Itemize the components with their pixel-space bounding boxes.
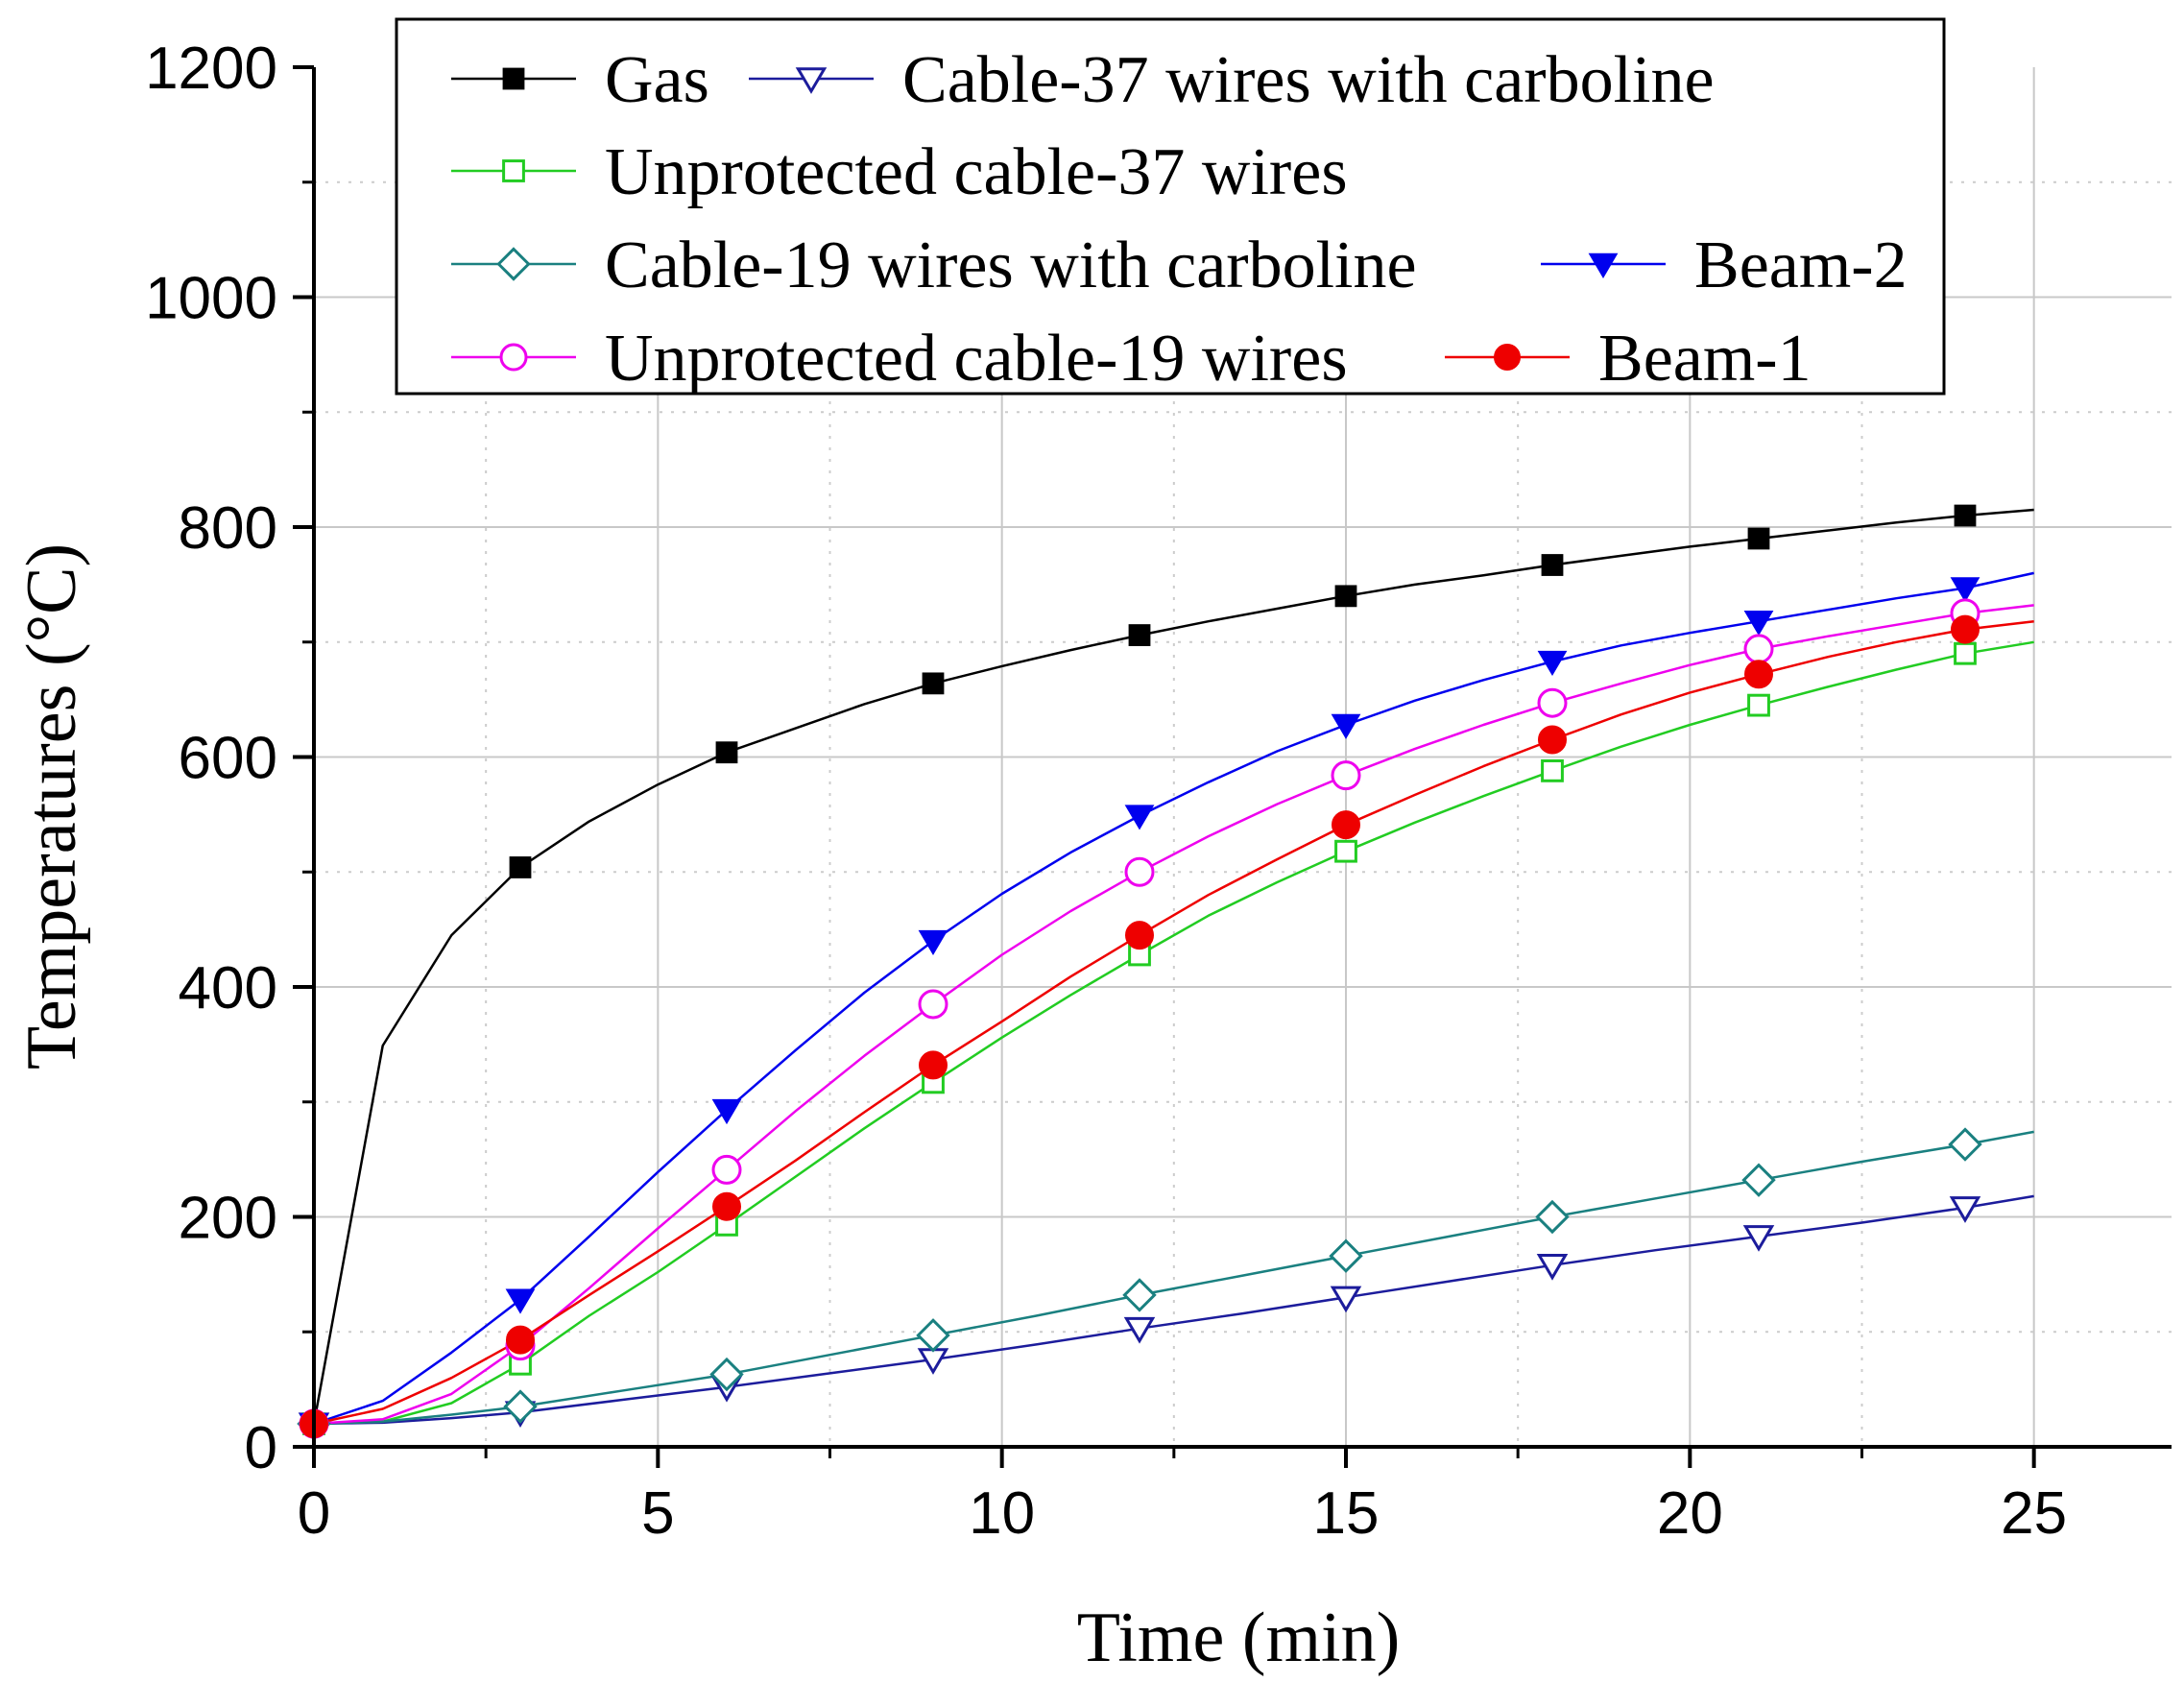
series-5-point [1950, 577, 1980, 603]
series-5-point [711, 1098, 742, 1125]
x-tick-label: 15 [1313, 1480, 1380, 1547]
series-1-point [1128, 624, 1151, 646]
series-3-point [1334, 839, 1357, 863]
series-7-point [1744, 660, 1773, 689]
legend-marker [795, 67, 828, 94]
legend-label: Beam-1 [1598, 322, 1812, 396]
series-4-point [503, 1389, 538, 1424]
series-7-point [506, 1325, 535, 1355]
series-6-point [711, 1154, 742, 1185]
y-tick-label: 1000 [145, 266, 277, 332]
series-2-point [1742, 1225, 1775, 1252]
series-7-point [1951, 614, 1980, 644]
series-6-point [1537, 687, 1568, 718]
series-5-point [1331, 713, 1361, 739]
series-7-point [1538, 725, 1567, 755]
series-5-point [1537, 650, 1568, 677]
x-axis-title: Time (min) [1077, 1599, 1400, 1677]
legend: Gas Cable-37 wires with carboline Unprotec… [395, 17, 1946, 396]
series-4-point [916, 1318, 950, 1353]
legend-marker [502, 159, 525, 182]
series-1-point [1541, 554, 1564, 576]
axes [293, 65, 2172, 1468]
series-3-point [1747, 693, 1770, 717]
legend-marker [496, 247, 531, 281]
legend-label: Beam-2 [1694, 228, 1908, 302]
legend-entry: Cable-19 wires with carboline [451, 228, 1417, 302]
series-7-markers [300, 614, 1980, 1439]
legend-marker [1494, 344, 1521, 371]
series-6-point [1743, 634, 1774, 664]
x-tick-label: 5 [641, 1480, 674, 1547]
series-1-point [509, 856, 532, 878]
series-4-point [1741, 1163, 1776, 1197]
series-1-point [922, 672, 945, 695]
x-tick-label: 25 [2001, 1480, 2067, 1547]
series-6-point [1331, 760, 1361, 791]
legend-marker [1588, 252, 1619, 278]
series-1-line [312, 508, 2034, 1425]
series-7-point [1125, 921, 1154, 950]
legend-marker [499, 343, 528, 372]
legend-entry: Unprotected cable-37 wires [451, 135, 1348, 209]
y-tick-label: 0 [245, 1415, 277, 1481]
series-5-point [1743, 610, 1774, 637]
legend-label: Cable-37 wires with carboline [902, 43, 1715, 117]
series-1-point [1747, 527, 1770, 550]
x-tick-labels: 0 5 10 15 20 25 [298, 1480, 2067, 1547]
y-tick-label: 1200 [145, 36, 277, 102]
series-7-point [919, 1050, 948, 1080]
legend-label: Cable-19 wires with carboline [605, 228, 1417, 302]
series-5-line [313, 571, 2034, 1426]
legend-entry: Unprotected cable-19 wires [451, 322, 1348, 396]
legend-entry: Beam-2 [1541, 228, 1908, 302]
series-7-point [712, 1191, 741, 1221]
series-3-point [1954, 641, 1977, 665]
series-1-point [715, 741, 738, 764]
series-6-point [1124, 856, 1155, 887]
series-3-line [313, 640, 2034, 1426]
series-1-point [1954, 504, 1977, 527]
y-tick-label: 600 [179, 726, 277, 792]
y-tick-label: 200 [179, 1186, 277, 1252]
series-4-point [1535, 1199, 1570, 1235]
x-tick-label: 0 [298, 1480, 330, 1547]
legend-marker [502, 67, 525, 90]
series-5-point [1124, 805, 1155, 830]
legend-entry: Cable-37 wires with carboline [749, 43, 1715, 117]
x-tick-label: 20 [1657, 1480, 1723, 1547]
series-1-point [1334, 585, 1357, 608]
series-2-point [1536, 1254, 1569, 1281]
series-4-point [709, 1357, 744, 1392]
series-2-point [1123, 1316, 1156, 1344]
series-5-point [505, 1288, 536, 1314]
y-tick-labels: 0 200 400 600 800 1000 1200 [145, 36, 277, 1481]
y-axis-title: Temperatures (°C) [12, 543, 91, 1070]
y-tick-label: 800 [179, 495, 277, 562]
series-4-point [1329, 1238, 1363, 1273]
series-4-point [1122, 1278, 1157, 1312]
series-5-point [918, 929, 948, 956]
legend-entry: Gas [451, 43, 709, 117]
legend-label: Gas [605, 43, 709, 117]
legend-label: Unprotected cable-37 wires [605, 135, 1348, 209]
legend-label: Unprotected cable-19 wires [605, 322, 1348, 396]
series-2-point [1330, 1286, 1362, 1313]
legend-entry: Beam-1 [1445, 322, 1812, 396]
x-tick-label: 10 [969, 1480, 1035, 1547]
legend-box [395, 17, 1946, 396]
series-3-point [1541, 758, 1564, 782]
series-7-point [1332, 810, 1360, 840]
series-6-point [918, 989, 948, 1020]
series-4-point [1948, 1127, 1982, 1162]
y-tick-label: 400 [179, 955, 277, 1022]
series-2-point [1949, 1196, 1981, 1223]
